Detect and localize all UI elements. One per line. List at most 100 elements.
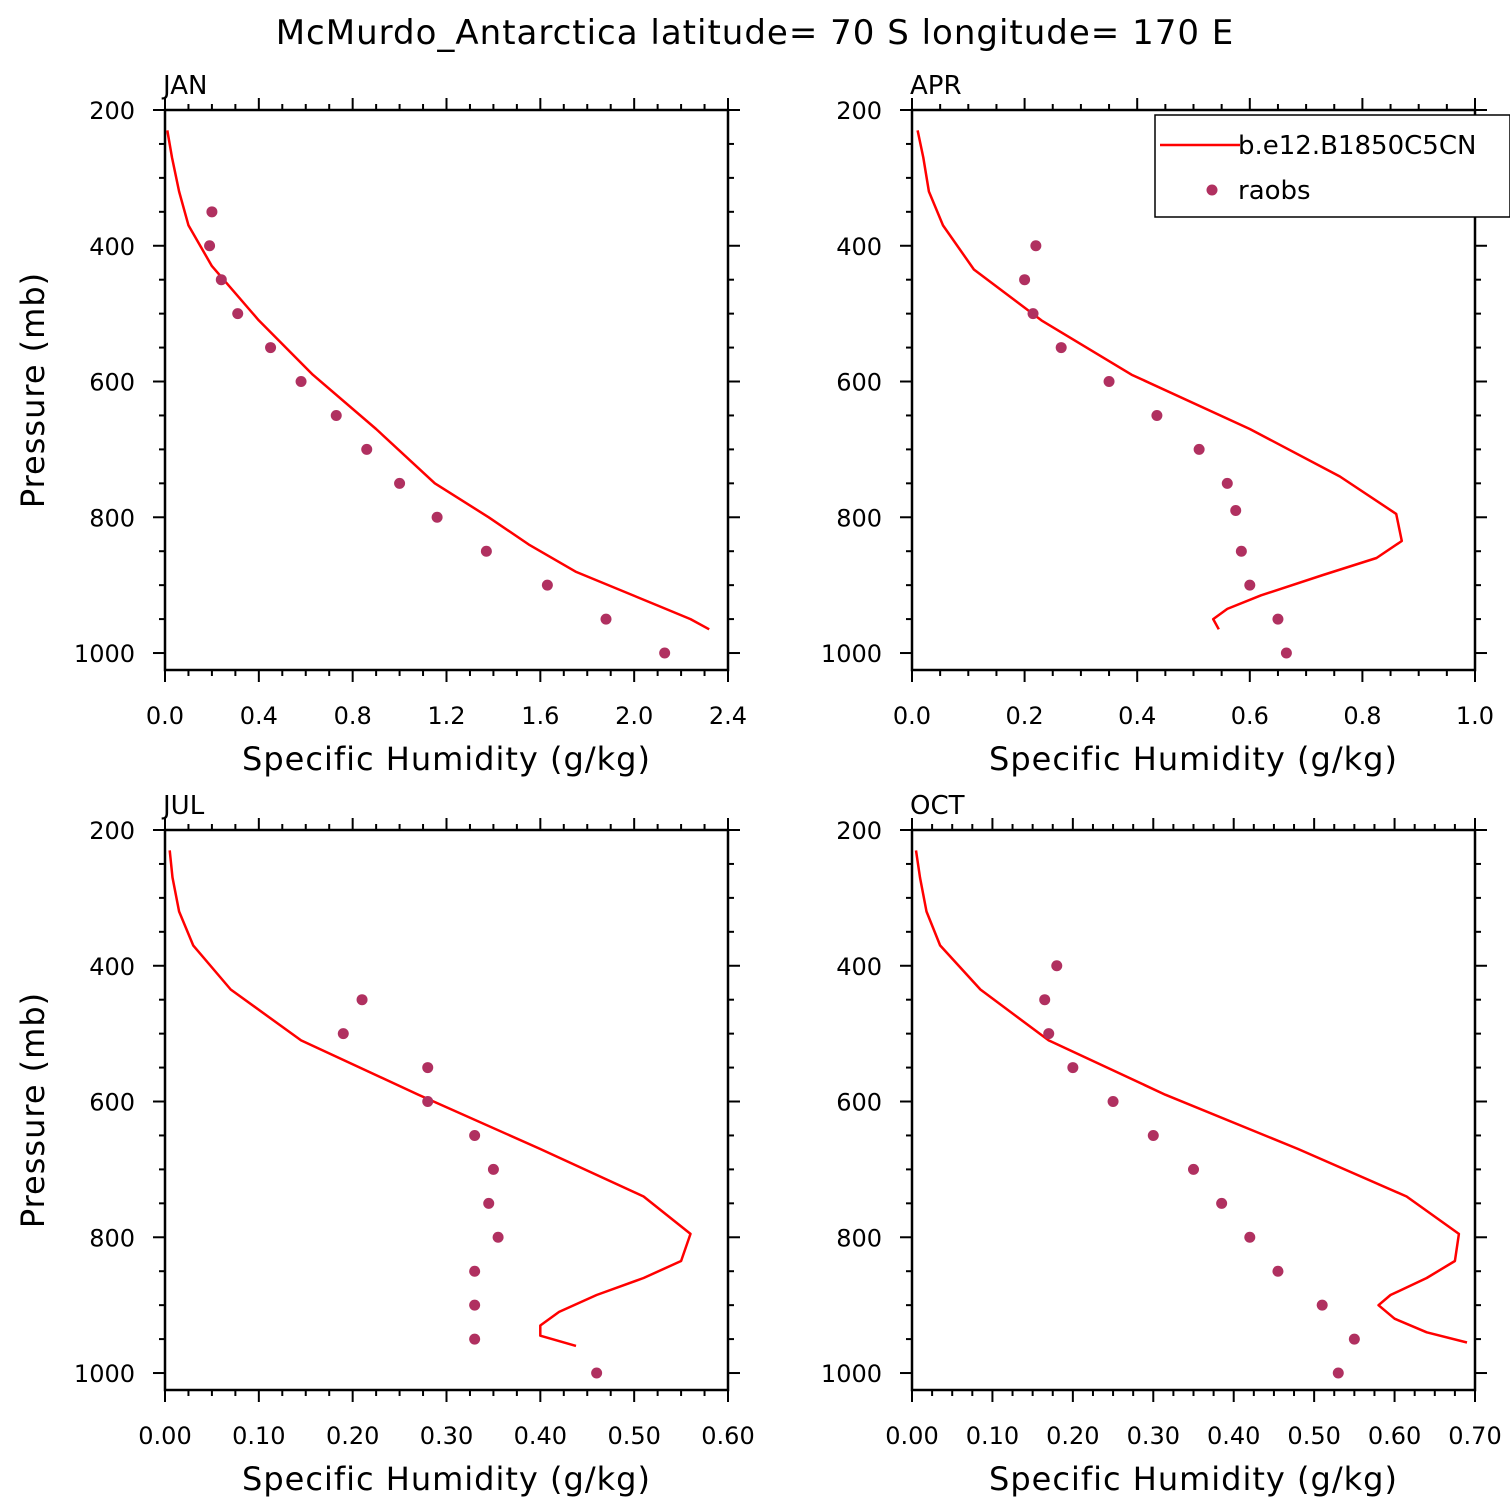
raobs-point bbox=[1221, 477, 1233, 489]
raobs-point bbox=[422, 1062, 434, 1074]
raobs-point bbox=[469, 1265, 481, 1277]
raobs-point bbox=[1027, 308, 1039, 320]
panels-container: JAN 0.0 0.4 0.8 1.2 1.6 2.0 2.4 200 400 600 800 1000… bbox=[14, 71, 1510, 1498]
x-tick-label: 1.2 bbox=[427, 702, 465, 730]
panel-label: OCT bbox=[910, 791, 965, 821]
plot-frame bbox=[163, 828, 730, 1392]
x-tick-label: 0.20 bbox=[326, 1422, 379, 1450]
raobs-point bbox=[469, 1129, 481, 1141]
x-tick-label: 0.60 bbox=[1368, 1422, 1421, 1450]
raobs-point bbox=[1103, 376, 1115, 388]
legend-box bbox=[1154, 114, 1510, 218]
y-tick-label: 1000 bbox=[821, 1360, 882, 1388]
model-line bbox=[916, 130, 1404, 630]
raobs-point bbox=[1151, 409, 1163, 421]
y-tick-label: 600 bbox=[89, 1089, 135, 1117]
raobs-point bbox=[1272, 613, 1284, 625]
panel-jul: JUL 0.00 0.10 0.20 0.30 0.40 0.50 0.60 200 400 600… bbox=[14, 791, 755, 1498]
raobs-point bbox=[480, 545, 492, 557]
raobs-point bbox=[337, 1028, 349, 1040]
x-tick-label: 0.4 bbox=[1118, 702, 1156, 730]
x-tick-label: 0.40 bbox=[1207, 1422, 1260, 1450]
panel-label: APR bbox=[910, 71, 962, 101]
x-tick-label: 0.30 bbox=[420, 1422, 473, 1450]
x-tick-label: 0.0 bbox=[146, 702, 184, 730]
raobs-point bbox=[1019, 274, 1031, 286]
y-tick-label: 600 bbox=[89, 369, 135, 397]
x-tick-label: 0.2 bbox=[1006, 702, 1044, 730]
raobs-point bbox=[1107, 1096, 1119, 1108]
raobs-point bbox=[483, 1197, 495, 1209]
x-tick-label: 0.8 bbox=[334, 702, 372, 730]
raobs-point bbox=[1043, 1028, 1055, 1040]
legend: b.e12.B1850C5CN raobs bbox=[1154, 114, 1510, 218]
x-tick-label: 2.4 bbox=[709, 702, 747, 730]
x-axis-label: Specific Humidity (g/kg) bbox=[242, 740, 651, 778]
y-tick-label: 800 bbox=[836, 1224, 882, 1252]
legend-obs-label: raobs bbox=[1238, 176, 1311, 206]
raobs-point bbox=[1332, 1367, 1344, 1379]
raobs-point bbox=[204, 240, 216, 252]
x-tick-label: 0.50 bbox=[607, 1422, 660, 1450]
x-tick-label: 2.0 bbox=[615, 702, 653, 730]
raobs-point bbox=[232, 308, 244, 320]
raobs-point bbox=[1067, 1062, 1079, 1074]
x-tick-label: 1.0 bbox=[1456, 702, 1494, 730]
raobs-point bbox=[1055, 342, 1067, 354]
plot-frame bbox=[910, 828, 1477, 1392]
y-tick-label: 600 bbox=[836, 1089, 882, 1117]
x-tick-label: 0.40 bbox=[514, 1422, 567, 1450]
y-axis-label: Pressure (mb) bbox=[14, 272, 52, 508]
raobs-point bbox=[1316, 1299, 1328, 1311]
x-tick-label: 0.00 bbox=[138, 1422, 191, 1450]
x-tick-label: 0.4 bbox=[240, 702, 278, 730]
raobs-point bbox=[361, 443, 373, 455]
x-tick-label: 0.60 bbox=[701, 1422, 754, 1450]
raobs-point bbox=[659, 647, 671, 659]
y-tick-label: 1000 bbox=[74, 1360, 135, 1388]
raobs-point bbox=[1280, 647, 1292, 659]
panel-label: JUL bbox=[161, 791, 205, 821]
raobs-point bbox=[1348, 1333, 1360, 1345]
raobs-point bbox=[1039, 994, 1051, 1006]
x-tick-label: 0.00 bbox=[885, 1422, 938, 1450]
model-line bbox=[168, 850, 692, 1348]
panel-apr: APR 0.0 0.2 0.4 0.6 0.8 1.0 200 400 600 800 1000 Spe… bbox=[821, 71, 1510, 778]
legend-model-label: b.e12.B1850C5CN bbox=[1238, 131, 1476, 161]
x-axis-label: Specific Humidity (g/kg) bbox=[989, 740, 1398, 778]
plot-frame bbox=[163, 108, 730, 672]
raobs-point bbox=[1051, 960, 1063, 972]
model-line bbox=[166, 130, 710, 631]
y-tick-label: 600 bbox=[836, 369, 882, 397]
raobs-point bbox=[394, 477, 406, 489]
y-tick-label: 1000 bbox=[74, 640, 135, 668]
x-tick-label: 0.10 bbox=[232, 1422, 285, 1450]
panel-label: JAN bbox=[161, 71, 207, 101]
x-tick-label: 0.0 bbox=[893, 702, 931, 730]
model-line bbox=[914, 850, 1468, 1344]
raobs-point bbox=[330, 409, 342, 421]
y-tick-label: 200 bbox=[89, 817, 135, 845]
y-tick-label: 800 bbox=[836, 504, 882, 532]
x-tick-label: 0.30 bbox=[1127, 1422, 1180, 1450]
raobs-point bbox=[1188, 1163, 1199, 1175]
y-tick-label: 800 bbox=[89, 504, 135, 532]
raobs-point bbox=[1272, 1265, 1284, 1277]
raobs-point bbox=[215, 274, 227, 286]
raobs-point bbox=[1244, 579, 1256, 591]
raobs-point bbox=[431, 511, 443, 523]
panel-oct: OCT 0.00 0.10 0.20 0.30 0.40 0.50 0.60 0.70 200 40… bbox=[821, 791, 1502, 1498]
y-tick-label: 1000 bbox=[821, 640, 882, 668]
raobs-point bbox=[591, 1367, 603, 1379]
figure-title: McMurdo_Antarctica latitude= 70 S longit… bbox=[276, 13, 1235, 53]
y-tick-label: 400 bbox=[89, 953, 135, 981]
raobs-point bbox=[206, 206, 218, 218]
x-tick-label: 0.20 bbox=[1046, 1422, 1099, 1450]
raobs-point bbox=[295, 376, 307, 388]
raobs-point bbox=[1244, 1231, 1256, 1243]
raobs-point bbox=[469, 1333, 481, 1345]
x-tick-label: 1.6 bbox=[521, 702, 559, 730]
raobs-point bbox=[1230, 504, 1242, 516]
x-axis-label: Specific Humidity (g/kg) bbox=[242, 1460, 651, 1498]
